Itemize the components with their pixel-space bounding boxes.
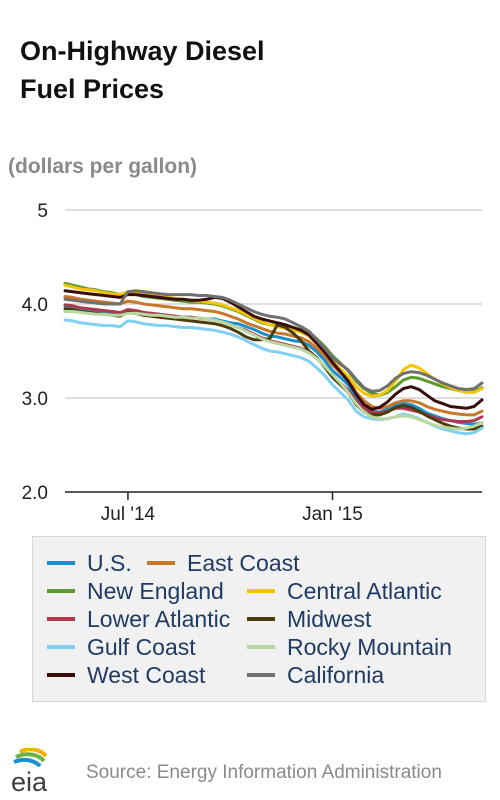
source-note: Source: Energy Information Administratio…: [86, 762, 442, 783]
eia-logo-icon: eia: [11, 748, 48, 794]
chart-title-line-1: On-Highway Diesel: [20, 36, 265, 66]
legend-item: Lower Atlantic: [47, 605, 230, 633]
legend-label: California: [287, 661, 385, 688]
line-chart: 5 4.0 3.0 2.0 Jul '14 Jan '15: [22, 201, 484, 525]
series-line-rocky-mountain: [63, 310, 484, 431]
legend-swatch: [147, 561, 175, 565]
series-line-west-coast: [63, 289, 484, 411]
legend-swatch: [47, 561, 75, 565]
legend-label: West Coast: [87, 661, 206, 688]
y-tick-label: 4.0: [22, 295, 48, 316]
legend-item: Rocky Mountain: [247, 633, 452, 661]
legend-swatch: [247, 589, 275, 593]
legend-item: West Coast: [47, 661, 205, 689]
legend-swatch: [247, 645, 275, 649]
x-tick-label: Jan '15: [302, 504, 363, 525]
logo-wordmark: eia: [11, 767, 48, 794]
legend-item: Central Atlantic: [247, 577, 442, 605]
series-line-central-atlantic: [63, 283, 484, 398]
legend-label: New England: [87, 577, 224, 604]
legend-label: East Coast: [187, 549, 300, 576]
legend-swatch: [47, 645, 75, 649]
chart-legend: U.S. East Coast New England Central Atlanti…: [32, 536, 486, 702]
legend-item: U.S.: [47, 549, 132, 577]
chart-title-line-2: Fuel Prices: [20, 74, 165, 104]
legend-swatch: [247, 673, 275, 677]
y-axis-units-label: (dollars per gallon): [8, 155, 198, 178]
legend-label: Midwest: [287, 605, 372, 632]
y-tick-label: 2.0: [22, 483, 48, 504]
legend-swatch: [47, 617, 75, 621]
legend-label: Lower Atlantic: [87, 605, 231, 632]
x-tick-label: Jul '14: [101, 504, 156, 525]
y-tick-label: 5: [37, 201, 48, 222]
legend-item: New England: [47, 577, 224, 605]
legend-label: Central Atlantic: [287, 577, 442, 604]
legend-item: Gulf Coast: [47, 633, 196, 661]
legend-swatch: [47, 673, 75, 677]
legend-label: Rocky Mountain: [287, 633, 452, 660]
legend-swatch: [247, 617, 275, 621]
legend-item: California: [247, 661, 384, 689]
series-line-california: [63, 289, 484, 393]
legend-item: East Coast: [147, 549, 300, 577]
legend-swatch: [47, 589, 75, 593]
y-tick-label: 3.0: [22, 389, 48, 410]
legend-label: U.S.: [87, 549, 132, 576]
chart-title: On-Highway Diesel Fuel Prices: [20, 32, 340, 108]
legend-label: Gulf Coast: [87, 633, 196, 660]
legend-item: Midwest: [247, 605, 371, 633]
